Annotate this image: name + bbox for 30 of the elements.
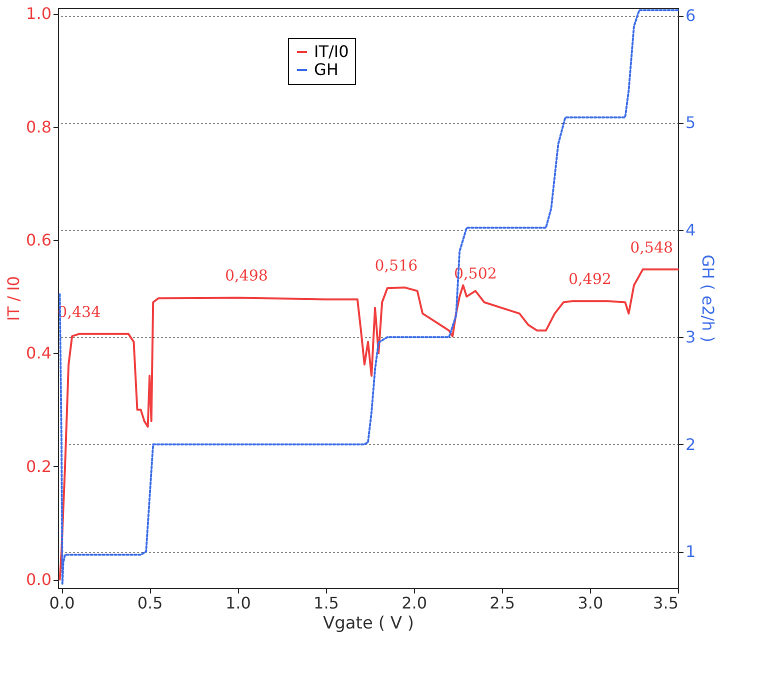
y2-tick-label: 6 xyxy=(686,6,696,26)
y-tick-label: 0.2 xyxy=(26,456,52,476)
legend-label: IT/I0 xyxy=(314,42,349,61)
annotation: 0,548 xyxy=(630,238,674,256)
legend-label: GH xyxy=(314,60,338,79)
y-tick-label: 0.8 xyxy=(26,117,52,136)
y-tick-label: 0.4 xyxy=(26,344,52,363)
x-axis-title: Vgate ( V ) xyxy=(322,614,414,634)
y-tick-label: 1.0 xyxy=(26,4,52,24)
y-tick-label: 0.6 xyxy=(26,230,52,250)
y2-axis-title: GH ( e2/h ) xyxy=(698,254,718,342)
x-tick-label: 3.5 xyxy=(653,594,678,612)
x-tick-label: 1.5 xyxy=(314,594,339,612)
x-tick-label: 1.0 xyxy=(225,594,251,612)
y2-tick-label: 4 xyxy=(686,220,696,240)
x-tick-label: 2.5 xyxy=(490,594,516,612)
y2-tick-label: 3 xyxy=(686,328,696,347)
line-series xyxy=(58,9,679,585)
x-tick-label: 2.0 xyxy=(402,594,428,612)
y-axis-title: IT / I0 xyxy=(4,276,24,321)
y-tick-label: 0.0 xyxy=(26,570,52,590)
annotation: 0,492 xyxy=(568,270,612,288)
y2-tick-label: 2 xyxy=(686,434,696,454)
annotation: 0,516 xyxy=(374,256,418,275)
x-tick-label: 3.0 xyxy=(578,594,604,612)
x-tick-label: 0.0 xyxy=(49,594,75,612)
x-tick-label: 0.5 xyxy=(137,594,163,612)
y2-tick-label: 5 xyxy=(686,113,696,132)
annotation: 0,498 xyxy=(224,266,268,285)
y2-tick-label: 1 xyxy=(686,542,696,562)
